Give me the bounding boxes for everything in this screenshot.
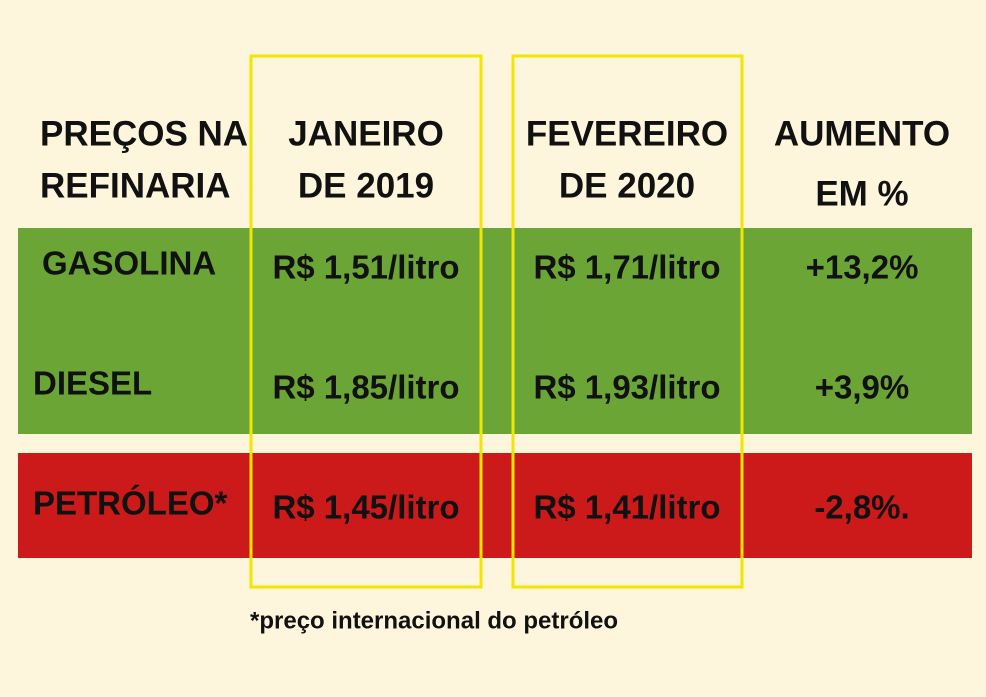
- row-label: PETRÓLEO*: [33, 485, 228, 522]
- row-label: GASOLINA: [42, 245, 216, 282]
- green-band: [18, 228, 972, 434]
- cell: +3,9%: [815, 369, 910, 406]
- highlight-box: [511, 54, 744, 589]
- header-cell: DE 2019: [298, 166, 434, 205]
- header-cell: AUMENTO: [774, 114, 950, 153]
- header-cell: EM %: [815, 174, 908, 213]
- cell: -2,8%.: [814, 489, 909, 526]
- cell: +13,2%: [806, 249, 919, 286]
- cell: R$ 1,93/litro: [533, 369, 720, 406]
- cell: R$ 1,85/litro: [272, 369, 459, 406]
- footnote: *preço internacional do petróleo: [250, 607, 618, 634]
- highlight-box: [249, 54, 483, 589]
- header-cell: FEVEREIRO: [526, 114, 728, 153]
- cell: R$ 1,71/litro: [533, 249, 720, 286]
- cell: R$ 1,41/litro: [533, 489, 720, 526]
- cell: R$ 1,51/litro: [272, 249, 459, 286]
- cell: R$ 1,45/litro: [272, 489, 459, 526]
- row-label: DIESEL: [33, 365, 152, 402]
- header-cell: JANEIRO: [288, 114, 444, 153]
- header-cell: PREÇOS NA: [40, 114, 248, 153]
- header-cell: DE 2020: [559, 166, 695, 205]
- header-cell: REFINARIA: [40, 166, 231, 205]
- red-band: [18, 453, 972, 558]
